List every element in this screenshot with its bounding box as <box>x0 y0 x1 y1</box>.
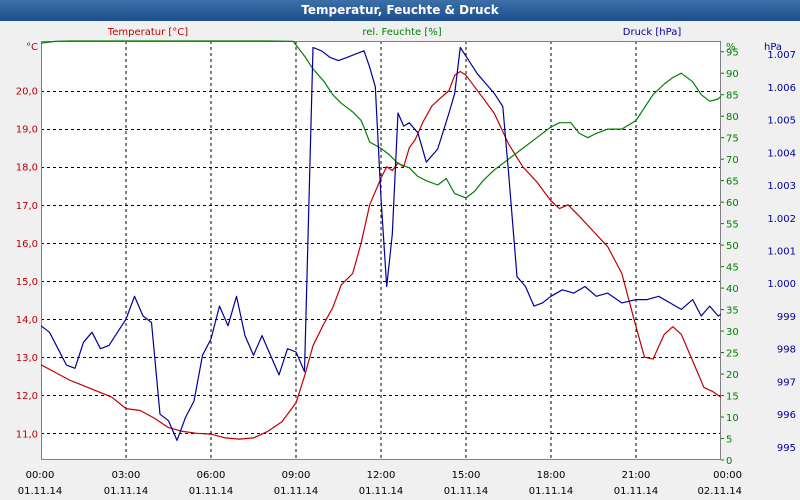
pressure-tick-label: 1.006 <box>767 83 796 94</box>
humidity-tick-label: 65 <box>726 177 739 188</box>
humidity-tick-label: 25 <box>726 349 739 360</box>
series-line-temperature <box>41 70 721 440</box>
temperature-tick-label: 11,0 <box>16 429 38 440</box>
humidity-tick-label: 45 <box>726 263 739 274</box>
temperature-tick-label: 17,0 <box>16 201 38 212</box>
pressure-tick-label: 1.005 <box>767 116 796 127</box>
temperature-tick-label: 20,0 <box>16 87 38 98</box>
x-tick-date: 01.11.14 <box>104 486 149 497</box>
temperature-axis-label: Temperatur [°C] <box>107 27 188 38</box>
x-tick-time: 00:00 <box>26 470 55 481</box>
x-tick-time: 09:00 <box>282 470 311 481</box>
pressure-tick-label: 996 <box>777 410 796 421</box>
x-tick-time: 00:00 <box>713 470 742 481</box>
plot-border <box>41 41 721 460</box>
pressure-tick-label: 1.004 <box>767 148 796 159</box>
humidity-tick-label: 60 <box>726 198 739 209</box>
humidity-tick-label: 5 <box>726 435 732 446</box>
x-tick-date: 01.11.14 <box>444 486 489 497</box>
pressure-tick-label: 1.007 <box>767 50 796 61</box>
humidity-tick-label: 10 <box>726 413 739 424</box>
x-tick-time: 21:00 <box>622 470 651 481</box>
humidity-tick-label: 80 <box>726 112 739 123</box>
series-line-pressure <box>41 46 721 441</box>
temperature-tick-label: 13,0 <box>16 353 38 364</box>
humidity-tick-label: 15 <box>726 392 739 403</box>
temperature-tick-label: 18,0 <box>16 163 38 174</box>
pressure-tick-label: 1.001 <box>767 247 796 258</box>
humidity-tick-label: 35 <box>726 306 739 317</box>
x-tick-time: 06:00 <box>197 470 226 481</box>
temperature-unit-label: °C <box>26 42 38 53</box>
pressure-tick-label: 1.003 <box>767 181 796 192</box>
x-tick-date: 01.11.14 <box>274 486 319 497</box>
pressure-tick-label: 999 <box>777 312 796 323</box>
temperature-tick-label: 16,0 <box>16 239 38 250</box>
x-tick-date: 01.11.14 <box>529 486 574 497</box>
humidity-tick-label: 85 <box>726 91 739 102</box>
humidity-tick-label: 50 <box>726 241 739 252</box>
humidity-tick-label: 90 <box>726 69 739 80</box>
pressure-tick-label: 1.000 <box>767 279 796 290</box>
humidity-axis-label: rel. Feuchte [%] <box>362 27 441 38</box>
x-tick-date: 01.11.14 <box>189 486 234 497</box>
series-line-humidity <box>41 40 721 199</box>
temperature-tick-label: 15,0 <box>16 277 38 288</box>
x-tick-date: 02.11.14 <box>697 486 742 497</box>
temperature-tick-label: 12,0 <box>16 391 38 402</box>
x-tick-date: 01.11.14 <box>614 486 659 497</box>
temperature-tick-label: 19,0 <box>16 125 38 136</box>
humidity-tick-label: 30 <box>726 327 739 338</box>
humidity-tick-label: 55 <box>726 220 739 231</box>
x-tick-date: 01.11.14 <box>359 486 404 497</box>
x-tick-date: 01.11.14 <box>18 486 63 497</box>
pressure-tick-label: 995 <box>777 443 796 454</box>
humidity-tick-label: 40 <box>726 284 739 295</box>
x-tick-time: 03:00 <box>112 470 141 481</box>
chart-title: Temperatur, Feuchte & Druck <box>0 0 800 21</box>
x-tick-time: 12:00 <box>367 470 396 481</box>
humidity-tick-label: 20 <box>726 370 739 381</box>
x-tick-time: 15:00 <box>452 470 481 481</box>
series-group <box>41 40 721 441</box>
pressure-tick-label: 998 <box>777 345 796 356</box>
temperature-tick-label: 14,0 <box>16 315 38 326</box>
humidity-tick-label: 70 <box>726 155 739 166</box>
humidity-tick-label: 75 <box>726 134 739 145</box>
pressure-tick-label: 1.002 <box>767 214 796 225</box>
humidity-tick-label: 95 <box>726 48 739 59</box>
pressure-axis-label: Druck [hPa] <box>623 27 682 38</box>
humidity-tick-label: 0 <box>726 456 732 467</box>
humidity-unit-label: % <box>726 42 736 53</box>
x-tick-time: 18:00 <box>537 470 566 481</box>
pressure-unit-label: hPa <box>764 42 782 53</box>
pressure-tick-label: 997 <box>777 377 796 388</box>
